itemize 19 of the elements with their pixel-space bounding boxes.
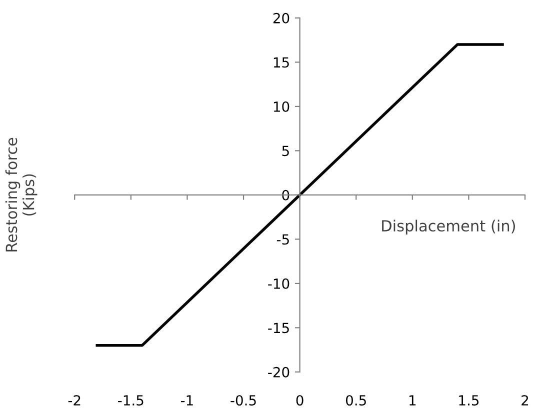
y-tick-label: 5	[282, 146, 289, 156]
x-tick-label: 1.5	[459, 395, 479, 406]
x-tick-label: -1.5	[118, 395, 144, 406]
y-tick-label: -15	[268, 322, 289, 334]
y-tick-label: -5	[276, 234, 289, 245]
x-tick-label: 2	[522, 395, 528, 406]
y-tick-label: -10	[268, 278, 290, 289]
y-tick-label: -20	[268, 366, 290, 378]
y-axis-title: Restoring force (Kips)	[5, 138, 38, 252]
y-tick-label: 15	[274, 57, 289, 68]
x-tick-label: 0.5	[346, 395, 366, 406]
x-tick-label: -2	[68, 395, 80, 406]
x-axis-title: Displacement (in)	[382, 220, 515, 235]
y-tick-label: 10	[274, 101, 290, 112]
x-tick-label: 1	[410, 395, 416, 406]
x-tick-label: 0	[296, 395, 304, 406]
x-tick-label: -0.5	[230, 395, 256, 406]
y-tick-label: 20	[273, 12, 290, 24]
x-tick-label: -1	[180, 395, 193, 406]
